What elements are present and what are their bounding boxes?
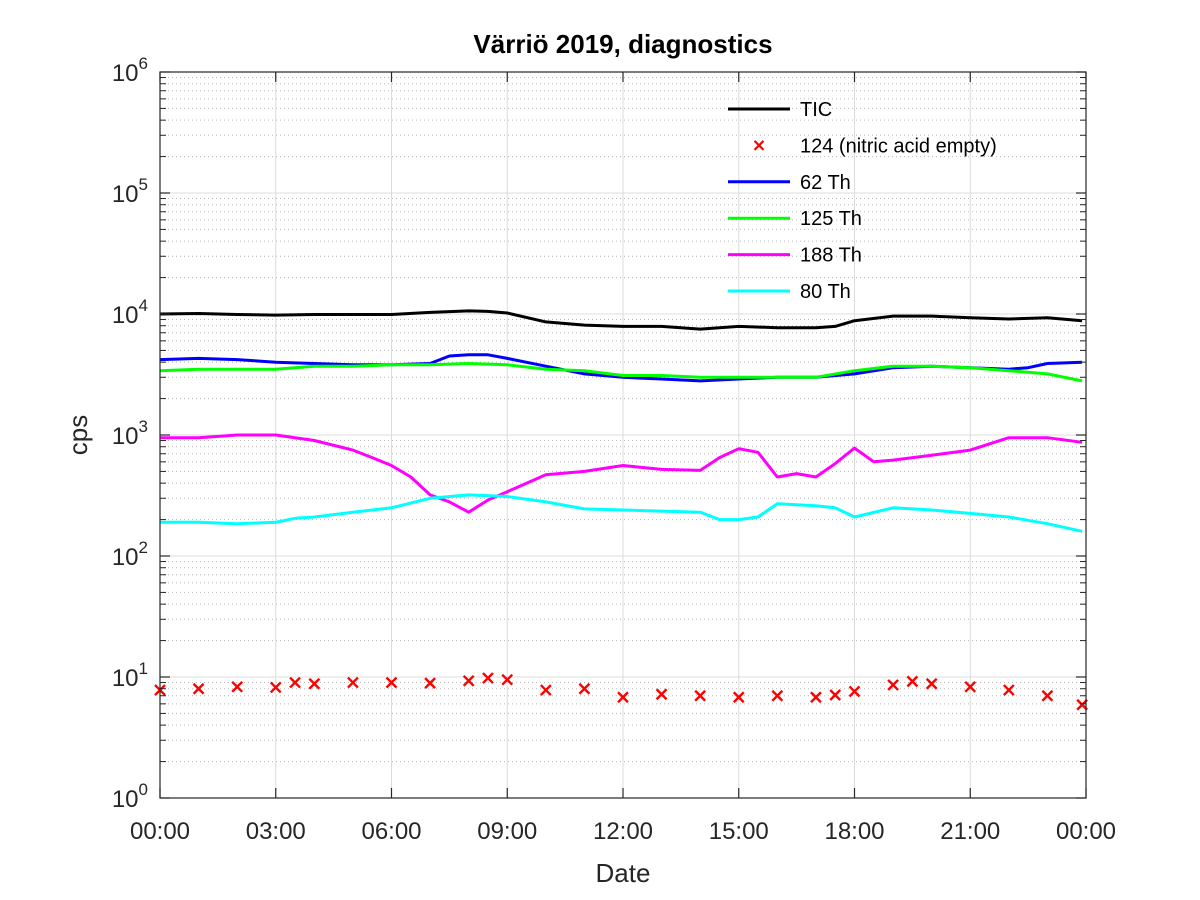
data-point-marker bbox=[1041, 689, 1054, 702]
x-tick-label: 12:00 bbox=[593, 818, 653, 845]
legend-item: 125 Th bbox=[728, 208, 862, 230]
data-point-marker bbox=[482, 672, 494, 684]
data-point-marker bbox=[308, 677, 321, 690]
data-point-marker bbox=[539, 684, 552, 696]
legend: TIC 124 (nitric acid empty) 62 Th 125 Th 188… bbox=[728, 99, 997, 303]
data-point-marker bbox=[347, 676, 359, 689]
legend-marker bbox=[753, 140, 765, 151]
y-tick-label: 101 bbox=[112, 659, 148, 692]
data-point-marker bbox=[192, 682, 205, 695]
series-line-125-th bbox=[159, 362, 1083, 383]
data-point-marker bbox=[810, 691, 822, 704]
legend-label: 188 Th bbox=[800, 245, 862, 267]
series-line-188-th bbox=[160, 433, 1083, 514]
data-point-marker bbox=[385, 676, 398, 689]
chart-title: Värriö 2019, diagnostics bbox=[473, 29, 772, 59]
data-point-marker bbox=[655, 688, 668, 701]
legend-item: 124 (nitric acid empty) bbox=[753, 135, 997, 157]
x-tick-label: 00:00 bbox=[130, 818, 190, 845]
data-point-marker bbox=[617, 691, 629, 704]
data-point-marker bbox=[424, 677, 436, 689]
series-line-tic bbox=[159, 309, 1083, 331]
series-line-80-th bbox=[160, 493, 1083, 533]
y-tick-label: 100 bbox=[112, 780, 148, 813]
data-point-marker bbox=[694, 689, 707, 702]
legend-item: 80 Th bbox=[728, 281, 851, 303]
data-point-marker bbox=[887, 679, 899, 691]
x-axis-title: Date bbox=[596, 858, 651, 888]
x-tick-label: 21:00 bbox=[940, 818, 1000, 845]
data-point-marker bbox=[231, 680, 244, 693]
legend-label: 125 Th bbox=[800, 208, 862, 230]
x-tick-label: 06:00 bbox=[361, 818, 421, 845]
legend-item: TIC bbox=[728, 99, 832, 121]
x-tick-label: 15:00 bbox=[709, 818, 769, 845]
x-tick-label: 09:00 bbox=[477, 818, 537, 845]
data-point-marker bbox=[848, 685, 861, 698]
legend-item: 62 Th bbox=[728, 172, 851, 194]
legend-label: 62 Th bbox=[800, 172, 851, 194]
data-point-marker bbox=[269, 681, 282, 694]
data-point-marker bbox=[829, 689, 842, 701]
data-point-marker bbox=[462, 674, 475, 687]
y-tick-label: 106 bbox=[112, 54, 148, 87]
data-point-marker bbox=[289, 676, 301, 689]
data-point-marker bbox=[906, 675, 919, 688]
data-point-marker bbox=[925, 677, 938, 690]
y-tick-label: 105 bbox=[112, 175, 148, 208]
legend-item: 188 Th bbox=[728, 245, 862, 267]
data-point-marker bbox=[732, 691, 745, 704]
tick-label-layer: 100 101 102 103 104 105 106 00:00 03:00 06:00 09:0… bbox=[112, 54, 1116, 845]
data-point-marker bbox=[771, 689, 784, 702]
y-axis-title: cps bbox=[63, 415, 93, 455]
x-tick-label: 18:00 bbox=[824, 818, 884, 845]
legend-label: 80 Th bbox=[800, 281, 851, 303]
y-tick-label: 102 bbox=[112, 538, 148, 571]
tick-layer bbox=[159, 71, 1087, 799]
data-point-marker bbox=[1002, 684, 1015, 696]
x-tick-label: 03:00 bbox=[246, 818, 306, 845]
data-point-marker bbox=[578, 682, 591, 695]
data-point-marker bbox=[964, 680, 977, 693]
legend-label: TIC bbox=[800, 99, 832, 121]
series-layer bbox=[154, 309, 1088, 711]
data-point-marker bbox=[501, 673, 514, 686]
legend-label: 124 (nitric acid empty) bbox=[800, 135, 997, 157]
y-tick-label: 104 bbox=[112, 296, 148, 329]
x-tick-label: 00:00 bbox=[1056, 818, 1116, 845]
y-tick-label: 103 bbox=[112, 417, 148, 450]
